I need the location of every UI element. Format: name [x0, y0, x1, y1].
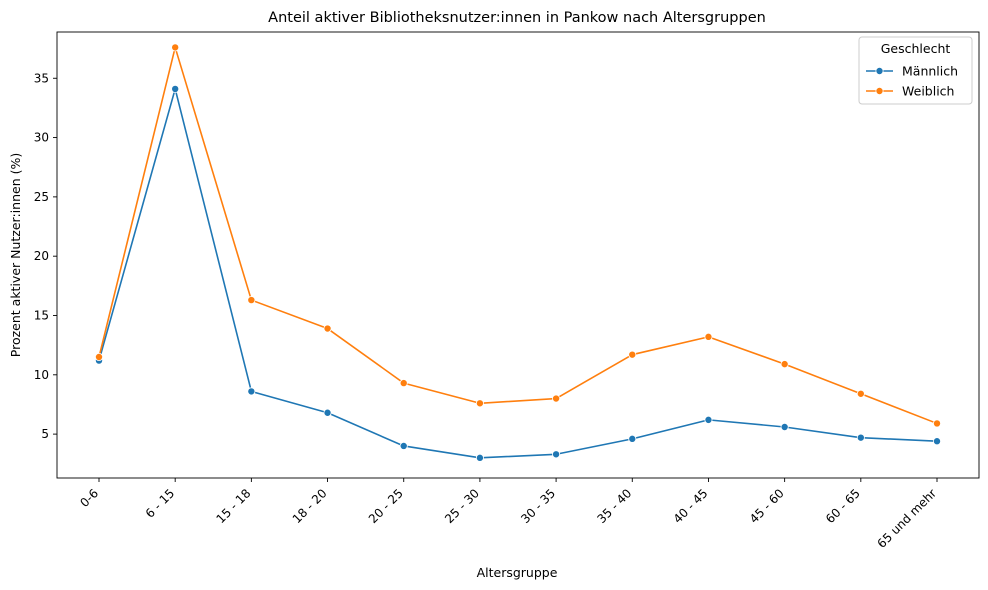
x-tick-label: 0-6: [77, 486, 101, 510]
x-tick-label: 20 - 25: [366, 486, 406, 526]
data-point: [780, 422, 789, 431]
y-axis: 5 10 15 20 25 30 35: [34, 71, 57, 441]
series-line: [98, 88, 938, 459]
data-point: [475, 399, 484, 408]
y-tick-label: 20: [34, 249, 49, 263]
series-0: [95, 84, 942, 462]
legend-frame: [858, 36, 973, 105]
data-point: [552, 394, 561, 403]
data-point: [399, 441, 408, 450]
plot-area: [56, 31, 980, 479]
x-tick-label: 35 - 40: [594, 486, 634, 526]
data-point: [933, 437, 942, 446]
legend-item: Weiblich: [866, 84, 954, 99]
x-tick-label: 6 - 15: [143, 486, 178, 521]
data-point: [171, 84, 180, 93]
data-point: [704, 415, 713, 424]
data-point: [780, 360, 789, 369]
x-tick-label: 30 - 35: [518, 486, 558, 526]
data-point: [628, 434, 637, 443]
legend-item: Männlich: [866, 64, 958, 79]
legend-items: Männlich Weiblich: [866, 64, 958, 99]
x-tick-label: 25 - 30: [442, 486, 482, 526]
legend: Geschlecht Männlich Weiblich: [858, 36, 973, 105]
series-layer: [95, 43, 942, 462]
series-1: [95, 43, 942, 428]
data-point: [95, 353, 104, 362]
y-tick-label: 15: [34, 308, 49, 322]
data-point: [247, 296, 256, 305]
data-point: [323, 408, 332, 417]
x-tick-label: 18 - 20: [290, 486, 330, 526]
x-axis: 0-6 6 - 15 15 - 18 18 - 20 20 - 25 25 - 30 30 …: [77, 478, 939, 551]
series-line: [98, 46, 938, 425]
legend-label: Weiblich: [902, 84, 954, 99]
data-point: [399, 379, 408, 388]
data-point: [171, 43, 180, 52]
x-tick-label: 40 - 45: [671, 486, 711, 526]
y-axis-label: Prozent aktiver Nutzer:innen (%): [8, 153, 23, 357]
x-tick-label: 65 und mehr: [875, 486, 940, 551]
x-tick-label: 15 - 18: [214, 486, 254, 526]
y-tick-label: 10: [34, 368, 49, 382]
x-tick-label: 45 - 60: [747, 486, 787, 526]
data-point: [933, 419, 942, 428]
y-tick-label: 35: [34, 71, 49, 85]
data-point: [475, 453, 484, 462]
data-point: [628, 350, 637, 359]
data-point: [247, 387, 256, 396]
data-point: [856, 389, 865, 398]
y-tick-label: 5: [41, 427, 49, 441]
legend-marker: [875, 67, 884, 76]
data-point: [704, 332, 713, 341]
legend-label: Männlich: [902, 64, 958, 79]
legend-title: Geschlecht: [881, 41, 951, 56]
legend-marker: [875, 87, 884, 96]
y-tick-label: 25: [34, 190, 49, 204]
data-point: [856, 433, 865, 442]
y-tick-label: 30: [34, 131, 49, 145]
chart-title: Anteil aktiver Bibliotheksnutzer:innen i…: [268, 10, 766, 26]
data-point: [323, 324, 332, 333]
x-axis-label: Altersgruppe: [477, 565, 558, 580]
data-point: [552, 450, 561, 459]
x-tick-label: 60 - 65: [823, 486, 863, 526]
